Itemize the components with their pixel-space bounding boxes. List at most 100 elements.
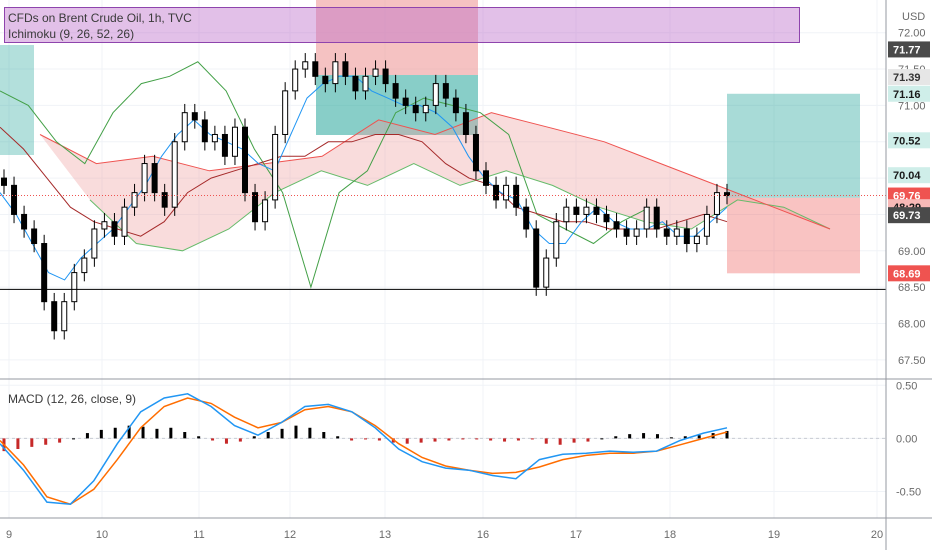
y-tick-label: 72.00 — [898, 28, 926, 40]
y-tick-label: 68.50 — [898, 282, 926, 294]
price-badge-label: 70.52 — [893, 135, 921, 147]
macd-histogram-bar — [322, 432, 326, 439]
macd-line — [0, 393, 728, 505]
candle-body — [472, 133, 479, 172]
macd-histogram-bar — [405, 438, 409, 444]
macd-histogram-bar — [224, 438, 228, 444]
candle-body — [533, 228, 540, 288]
cloud-span-b — [39, 112, 831, 230]
macd-histogram-bar — [558, 438, 562, 445]
macd-histogram-bar — [44, 438, 48, 445]
macd-histogram-bar — [614, 436, 618, 439]
macd-y-tick: 0.00 — [896, 433, 917, 445]
candle-body — [221, 133, 228, 157]
macd-histogram-bar — [364, 438, 367, 440]
candle-body — [713, 192, 720, 215]
macd-histogram-bar — [447, 438, 451, 441]
macd-histogram-bar — [377, 438, 381, 441]
macd-histogram-bar — [16, 438, 20, 449]
lagging-span — [0, 61, 651, 289]
y-tick-label: 71.00 — [898, 100, 926, 112]
candle-body — [211, 133, 218, 143]
candle-body — [191, 112, 198, 121]
macd-histogram-bar — [628, 434, 632, 439]
macd-histogram-bar — [72, 438, 76, 440]
macd-histogram-bar — [183, 432, 187, 439]
macd-histogram-bar — [30, 438, 34, 447]
candle-body — [101, 221, 108, 230]
candle-body — [543, 257, 550, 288]
y-tick-label: 68.00 — [898, 318, 926, 330]
price-badge-label: 71.39 — [893, 72, 921, 84]
candle-body — [282, 90, 289, 135]
currency-label: USD — [902, 11, 925, 23]
macd-histogram-bar — [503, 438, 507, 442]
candle-body — [523, 206, 530, 230]
macd-histogram-bar — [642, 433, 646, 439]
macd-y-tick: 0.50 — [896, 380, 917, 392]
candle-body — [653, 206, 660, 230]
candle-body — [362, 75, 369, 92]
macd-legend: MACD (12, 26, close, 9) — [8, 392, 137, 406]
candle-body — [432, 83, 439, 106]
macd-histogram-bar — [155, 428, 159, 439]
macd-histogram-bar — [197, 436, 201, 439]
candle-body — [11, 184, 18, 215]
legend-highlight-box — [4, 7, 800, 43]
macd-histogram-bar — [475, 438, 479, 440]
macd-histogram-bar — [586, 438, 590, 442]
candle-body — [81, 257, 88, 274]
candle-body — [483, 170, 489, 186]
candle-body — [322, 75, 329, 85]
macd-histogram-bar — [461, 438, 465, 440]
x-tick-label: 18 — [664, 529, 676, 541]
price-badge-label: 70.04 — [893, 170, 921, 182]
candle-body — [462, 112, 469, 135]
candle-body — [412, 104, 419, 114]
candle-body — [111, 221, 118, 237]
candle-body — [91, 228, 98, 259]
candle-body — [493, 184, 500, 201]
candle-body — [593, 206, 600, 215]
macd-histogram-bar — [113, 427, 117, 439]
macd-histogram-bar — [419, 438, 423, 443]
price-badge — [888, 85, 930, 102]
price-badge-label: 71.16 — [893, 89, 921, 101]
x-tick-label: 13 — [379, 529, 391, 541]
macd-y-tick: -0.50 — [896, 486, 921, 498]
price-badge — [888, 41, 930, 58]
price-badge — [888, 167, 930, 184]
candle-body — [683, 228, 690, 245]
macd-histogram-bar — [127, 425, 131, 439]
candle-body — [623, 228, 630, 237]
candle-body — [382, 68, 389, 85]
macd-histogram-bar — [58, 438, 62, 443]
base-line — [0, 126, 728, 237]
x-tick-label: 17 — [570, 529, 582, 541]
candle-body — [201, 119, 208, 143]
candle-body — [41, 243, 48, 303]
candle-body — [553, 221, 560, 259]
candle-body — [422, 104, 429, 114]
target-zone — [727, 93, 860, 198]
candle-body — [603, 213, 610, 223]
candle-body — [272, 133, 279, 201]
candle-body — [513, 184, 520, 208]
candle-body — [231, 126, 238, 157]
macd-histogram-bar — [572, 438, 576, 443]
y-tick-label: 69.00 — [898, 246, 926, 258]
price-badge — [888, 132, 930, 149]
macd-histogram-bar — [489, 438, 493, 441]
macd-histogram-bar — [697, 435, 701, 439]
price-badge-label: 69.73 — [893, 210, 921, 222]
candle-body — [613, 221, 620, 230]
price-badges: 71.7771.3971.1670.5270.0469.7648:2969.73… — [888, 41, 930, 282]
candle-body — [312, 61, 319, 77]
macd-histogram-bar — [238, 438, 242, 442]
candle-body — [171, 141, 178, 208]
macd-histogram-bar — [169, 427, 173, 439]
candle-body — [332, 61, 339, 85]
x-tick-label: 16 — [477, 529, 489, 541]
x-tick-label: 20 — [871, 529, 883, 541]
